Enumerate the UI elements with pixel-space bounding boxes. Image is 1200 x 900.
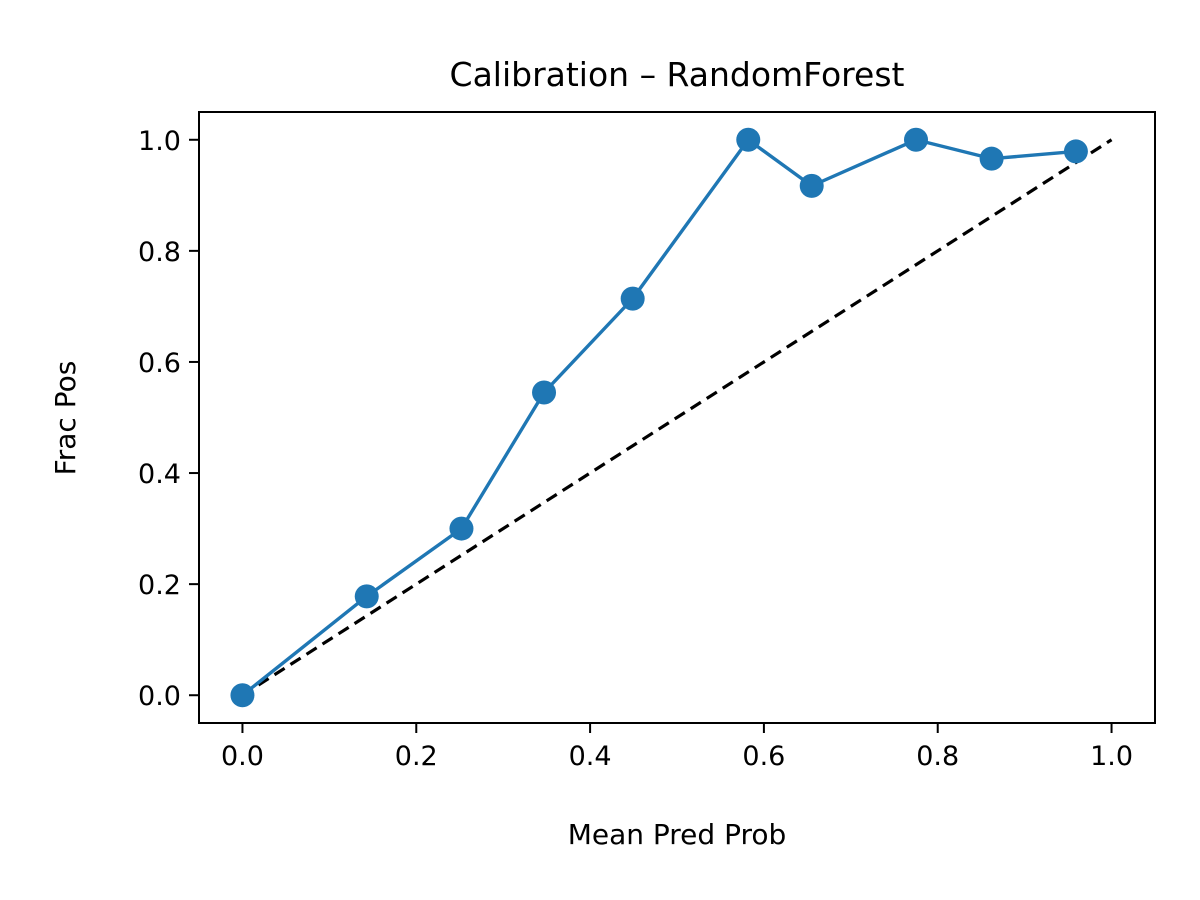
calibration-point <box>1063 139 1088 164</box>
y-tick-label: 1.0 <box>138 126 181 157</box>
reference-diagonal-line <box>241 138 1113 697</box>
calibration-curve-line <box>241 138 1077 697</box>
y-axis-label: Frac Pos <box>49 361 82 476</box>
x-tick-label: 0.4 <box>569 741 612 772</box>
calibration-point <box>532 380 557 405</box>
y-tick-label: 0.2 <box>138 570 181 601</box>
x-tick-label: 0.8 <box>916 741 959 772</box>
chart-title: Calibration – RandomForest <box>450 55 905 94</box>
x-tick-label: 0.2 <box>395 741 438 772</box>
y-tick-label: 0.6 <box>138 348 181 379</box>
calibration-point <box>449 516 474 541</box>
calibration-point <box>354 584 379 609</box>
x-tick-label: 0.6 <box>742 741 785 772</box>
x-tick-label: 0.0 <box>221 741 264 772</box>
calibration-point <box>799 173 824 198</box>
calibration-point <box>230 683 255 708</box>
x-axis-label: Mean Pred Prob <box>568 818 787 851</box>
y-tick-label: 0.0 <box>138 681 181 712</box>
y-tick-label: 0.4 <box>138 459 181 490</box>
calibration-point <box>736 127 761 152</box>
axes-frame <box>198 111 1156 724</box>
calibration-point <box>979 146 1004 171</box>
y-tick-label: 0.8 <box>138 237 181 268</box>
x-axis: 0.0 0.2 0.4 0.6 0.8 1.0 <box>221 723 1133 772</box>
calibration-point <box>904 127 928 152</box>
x-tick-label: 1.0 <box>1090 741 1133 772</box>
y-axis: 0.0 0.2 0.4 0.6 0.8 1.0 <box>138 126 199 712</box>
plot-area <box>230 127 1113 708</box>
calibration-point <box>620 286 645 311</box>
